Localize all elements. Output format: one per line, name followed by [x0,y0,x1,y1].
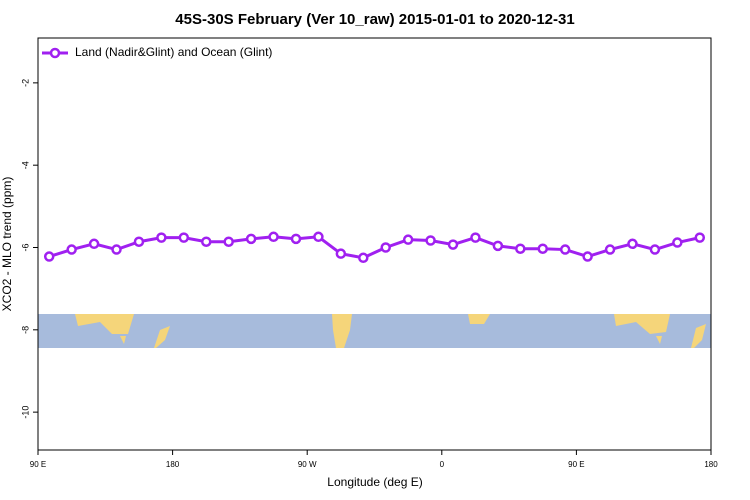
point [694,232,706,243]
point [402,234,414,245]
point [470,232,481,243]
x-tick-label: 0 [440,460,445,469]
point [425,235,436,246]
point [66,244,77,255]
point [447,239,459,250]
x-tick-label: 180 [166,460,180,469]
plot-frame [37,37,712,451]
x-tick-label: 180 [704,460,718,469]
x-tick-label: 90 W [298,460,317,469]
point [492,240,504,252]
point [313,231,324,243]
point [537,243,548,254]
land [120,336,126,344]
legend-label: Land (Nadir&Glint) and Ocean (Glint) [75,45,272,59]
chart-title: 45S-30S February (Ver 10_raw) 2015-01-01… [175,11,574,28]
point [268,231,279,243]
y-tick-label: -6 [20,243,30,251]
point [290,233,302,245]
point [133,236,145,247]
point [604,244,616,255]
point [335,248,347,259]
land [468,314,490,324]
point [156,232,167,243]
point [111,244,122,255]
land [691,324,706,348]
point [627,238,638,250]
y-tick-label: -10 [20,406,30,419]
x-tick-label: 90 E [30,460,46,469]
point [672,237,683,248]
land [75,314,134,334]
ocean [38,314,711,348]
land [154,326,170,348]
y-tick-label: -2 [20,79,30,87]
y-tick-label: -4 [20,161,30,169]
y-tick-label: -8 [20,326,30,334]
x-tick-label: 90 E [568,460,584,469]
point [515,243,526,254]
point [223,236,234,247]
point [649,244,661,255]
x-axis-label: Longitude (deg E) [327,475,422,489]
point [559,244,571,255]
land [614,314,670,334]
legend-marker [49,47,61,59]
y-axis-label: XCO2 - MLO trend (ppm) [0,177,14,312]
map-strip [38,314,711,348]
point [358,252,369,264]
land [656,336,662,344]
point [88,238,100,250]
point [201,236,212,247]
land [332,314,352,348]
point [178,232,190,243]
series-line [48,235,701,260]
point [43,251,55,262]
point [380,242,391,253]
point [245,233,257,245]
point [582,251,593,262]
